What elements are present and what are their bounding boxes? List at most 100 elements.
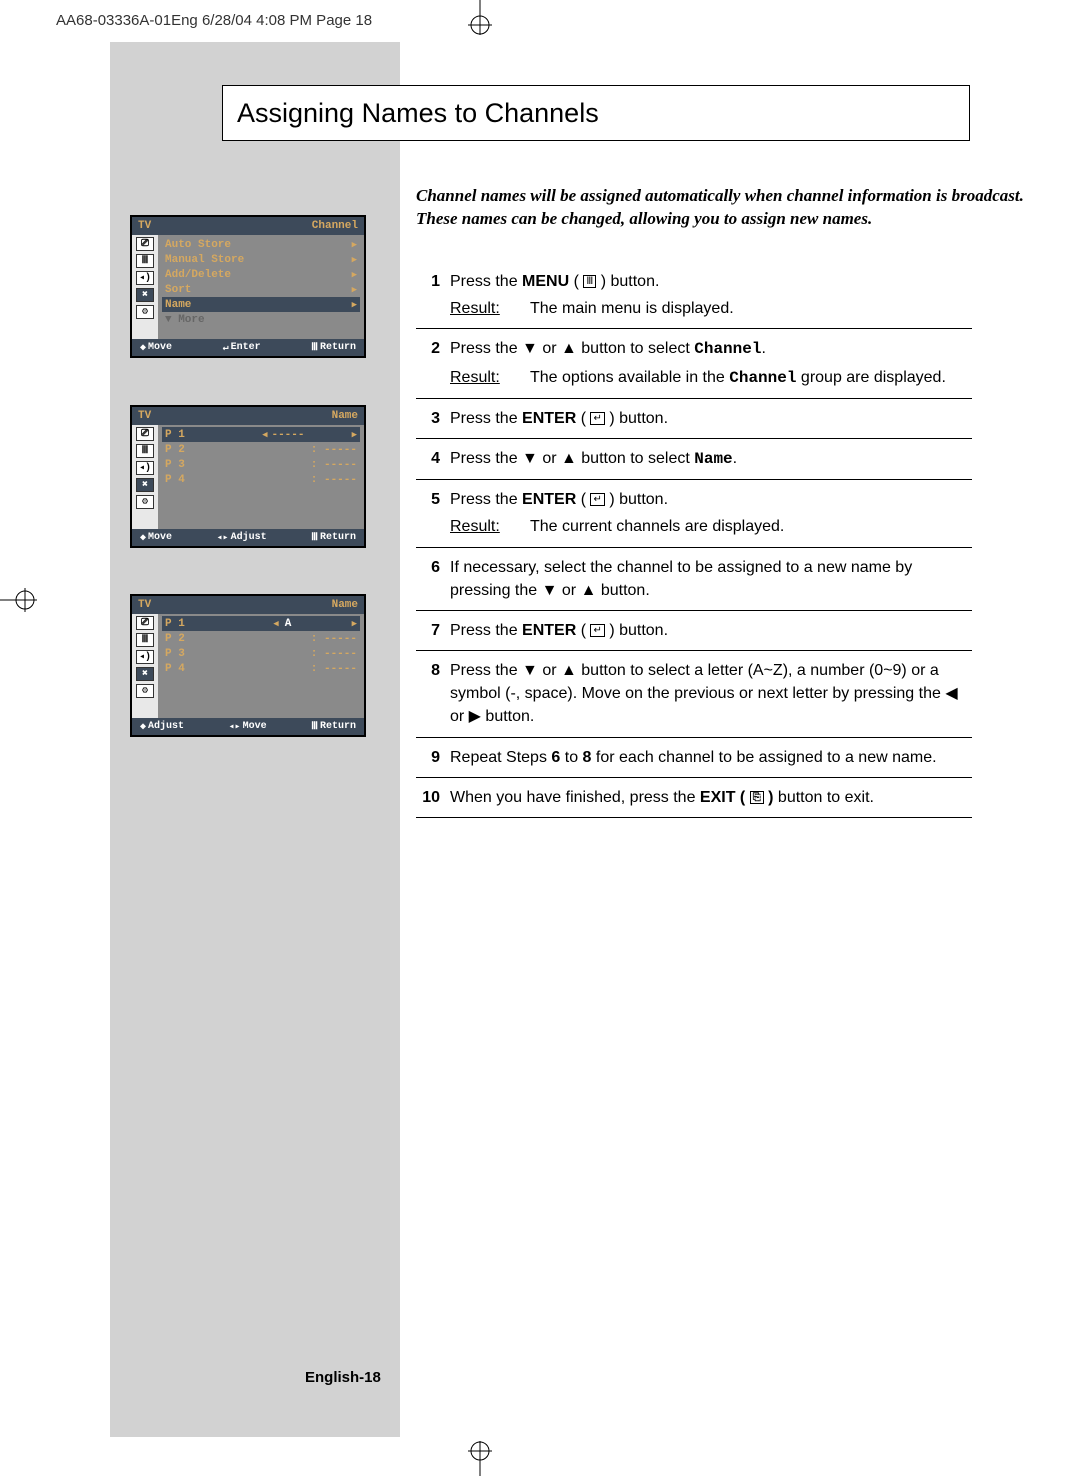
arrow-right-icon: ▶ [352,430,357,440]
mute-icon: ✖ [136,288,154,302]
step-text: Press the MENU ( Ⅲ ) button. [450,270,972,293]
step-row: 2Press the ▼ or ▲ button to select Chann… [416,329,972,398]
channel-name-value: : ----- [311,444,357,456]
footer-return: Ⅲ Return [311,721,356,733]
osd-tv-label: TV [138,220,151,232]
picture-icon: Ⅲ [136,633,154,647]
footer-return: Ⅲ Return [311,342,356,354]
channel-number: P 4 [165,474,215,486]
step-body: When you have finished, press the EXIT (… [450,786,972,809]
footer-move: ◆ Move [140,342,172,354]
tv-icon: ⎚ [136,427,154,441]
osd-menu-item: Add/Delete ▶ [162,267,360,282]
step-row: 6If necessary, select the channel to be … [416,548,972,611]
steps-list: 1Press the MENU ( Ⅲ ) button.Result:The … [416,270,972,818]
result-row: Result:The options available in the Chan… [450,366,972,390]
step-body: Press the ENTER ( ↵ ) button. [450,407,972,430]
step-number: 7 [416,619,450,642]
setup-icon: ⚙ [136,305,154,319]
footer-return: Ⅲ Return [311,532,356,544]
arrow-right-icon: ▶ [352,270,357,280]
result-text: The options available in the Channel gro… [530,366,946,390]
step-text: Press the ▼ or ▲ button to select a lett… [450,659,972,729]
step-text: Press the ENTER ( ↵ ) button. [450,407,972,430]
crop-mark-bottom [450,1441,510,1476]
osd-menu-list: P 1◀-----▶P 2: -----P 3: -----P 4: ----- [158,425,364,529]
step-text: Press the ENTER ( ↵ ) button. [450,488,972,511]
arrow-left-icon: ◀ [262,430,267,440]
channel-number: P 1 [165,618,215,630]
menu-item-label: Add/Delete [165,269,231,281]
osd-footer: ◆ Move ↵ Enter Ⅲ Return [132,339,364,356]
step-number: 1 [416,270,450,320]
osd-channel-row: P 1 ◀----- ▶ [162,427,360,442]
tv-icon: ⎚ [136,616,154,630]
step-body: Press the ENTER ( ↵ ) button. Result:The … [450,488,972,538]
intro-paragraph: Channel names will be assigned automatic… [416,185,1026,231]
osd-header: TV Name [132,407,364,425]
osd-title: Channel [312,220,358,232]
step-text: Press the ▼ or ▲ button to select Name. [450,447,972,471]
channel-name-value: : ----- [311,648,357,660]
footer-move: ◂▸ Move [229,721,267,733]
osd-icon-column: ⎚ Ⅲ ◂) ✖ ⚙ [132,614,158,718]
osd-channel-row: P 3: ----- [162,646,360,661]
osd-icon-column: ⎚ Ⅲ ◂) ✖ ⚙ [132,235,158,339]
sound-icon: ◂) [136,461,154,475]
osd-tv-label: TV [138,410,151,422]
menu-item-label: Auto Store [165,239,231,251]
channel-name-value: : ----- [311,474,357,486]
channel-number: P 4 [165,663,215,675]
menu-item-label: Sort [165,284,191,296]
result-row: Result:The main menu is displayed. [450,297,972,320]
step-number: 8 [416,659,450,729]
step-number: 5 [416,488,450,538]
step-number: 10 [416,786,450,809]
step-row: 10When you have finished, press the EXIT… [416,778,972,818]
channel-name-value: ◀----- [262,429,304,441]
osd-icon-column: ⎚ Ⅲ ◂) ✖ ⚙ [132,425,158,529]
step-text: Press the ▼ or ▲ button to select Channe… [450,337,972,361]
menu-item-label: Manual Store [165,254,244,266]
sound-icon: ◂) [136,650,154,664]
menu-item-label: Name [165,299,191,311]
osd-channel-row: P 4 : ----- [162,661,360,676]
result-label: Result: [450,515,530,538]
step-text: When you have finished, press the EXIT (… [450,786,972,809]
mute-icon: ✖ [136,478,154,492]
osd-channel-row: P 2 : ----- [162,631,360,646]
footer-adjust: ◆ Adjust [140,721,184,733]
osd-tv-label: TV [138,599,151,611]
arrow-left-icon: ◀ [273,619,278,629]
osd-footer: ◆ Adjust ◂▸ Move Ⅲ Return [132,718,364,735]
step-text: Press the ENTER ( ↵ ) button. [450,619,972,642]
osd-menu-list: Auto Store▶Manual Store▶Add/Delete▶Sort▶… [158,235,364,339]
crop-mark-top [450,0,510,35]
result-text: The current channels are displayed. [530,515,784,538]
osd-title: Name [332,410,358,422]
osd-footer: ◆ Move ◂▸ Adjust Ⅲ Return [132,529,364,546]
osd-name-menu-1: TV Name ⎚ Ⅲ ◂) ✖ ⚙ P 1 ◀----- ▶ P 2 : ----- P… [130,405,366,548]
osd-channel-menu: TV Channel ⎚ Ⅲ ◂) ✖ ⚙ Auto Store ▶ Manual … [130,215,366,358]
step-number: 6 [416,556,450,602]
step-row: 5Press the ENTER ( ↵ ) button. Result:The… [416,480,972,547]
step-number: 3 [416,407,450,430]
channel-number: P 2 [165,633,215,645]
step-number: 2 [416,337,450,389]
osd-menu-item: Sort▶ [162,282,360,297]
channel-number: P 1 [165,429,215,441]
step-body: Press the ▼ or ▲ button to select Name. [450,447,972,471]
channel-name-value: : ----- [311,633,357,645]
tv-icon: ⎚ [136,237,154,251]
channel-number: P 2 [165,444,215,456]
picture-icon: Ⅲ [136,444,154,458]
step-text: If necessary, select the channel to be a… [450,556,972,602]
osd-header: TV Channel [132,217,364,235]
osd-menu-item: ▼ More [162,312,360,327]
step-row: 8Press the ▼ or ▲ button to select a let… [416,651,972,738]
arrow-right-icon: ▶ [352,240,357,250]
channel-number: P 3 [165,459,215,471]
result-text: The main menu is displayed. [530,297,734,320]
sound-icon: ◂) [136,271,154,285]
channel-name-value: : ----- [311,663,357,675]
